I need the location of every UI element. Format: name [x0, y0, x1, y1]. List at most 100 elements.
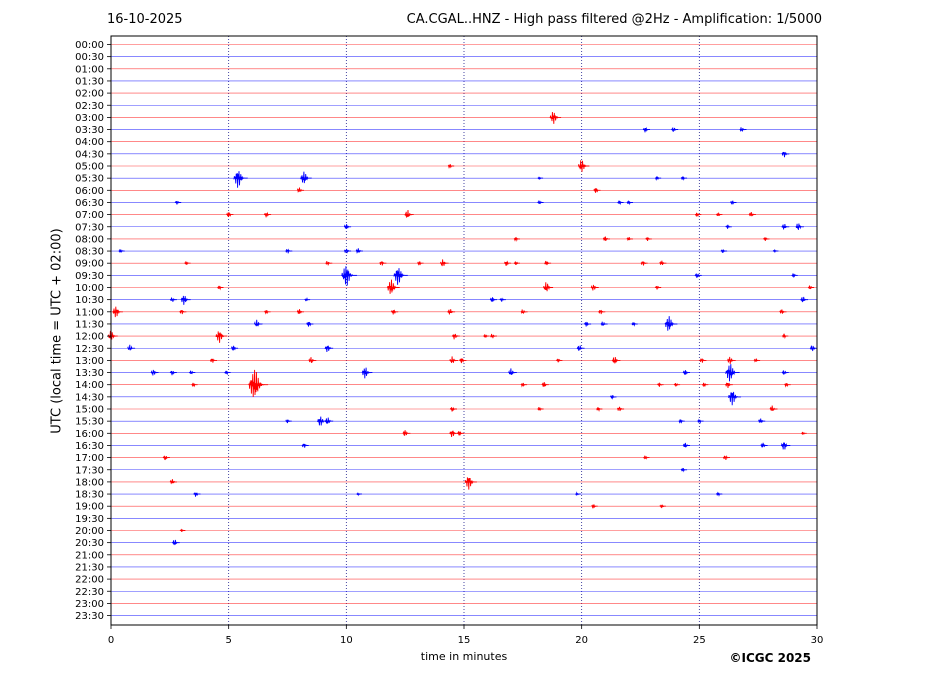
y-tick-label-0230: 02:30 — [75, 101, 104, 112]
seismic-event-0500-5 — [447, 164, 455, 169]
date-label: 16-10-2025 — [107, 12, 183, 27]
seismic-event-1200-83 — [451, 333, 460, 340]
x-tick-label-20: 20 — [575, 635, 588, 646]
y-tick-label-0730: 07:30 — [75, 222, 104, 233]
x-tick-label-30: 30 — [811, 635, 824, 646]
seismic-event-1400-111 — [248, 369, 269, 398]
seismic-event-1300-99 — [727, 356, 736, 364]
y-tick-label-2300: 23:00 — [75, 599, 104, 610]
seismic-event-1500-122 — [537, 407, 544, 411]
seismic-event-1200-81 — [107, 330, 118, 340]
y-tick-label-0700: 07:00 — [75, 210, 104, 221]
seismic-event-0900-42 — [379, 261, 387, 266]
seismic-event-1030-63 — [489, 297, 498, 302]
chart-title: CA.CGAL..HNZ - High pass filtered @2Hz -… — [406, 12, 822, 27]
seismic-event-1130-79 — [631, 321, 638, 327]
seismic-event-1700-140 — [162, 455, 170, 461]
seismic-event-1000-59 — [807, 285, 815, 290]
seismic-event-0300-0 — [549, 111, 562, 124]
seismic-event-0500-6 — [577, 160, 590, 172]
y-tick-label-1700: 17:00 — [75, 453, 104, 464]
seismic-event-1230-87 — [127, 344, 136, 351]
seismic-event-0600-12 — [296, 187, 304, 194]
seismic-event-1030-64 — [499, 297, 507, 302]
seismic-event-0930-50 — [341, 266, 358, 286]
seismic-event-1300-92 — [209, 358, 217, 363]
seismic-event-0930-53 — [791, 273, 798, 279]
seismic-event-1130-80 — [664, 316, 678, 331]
y-tick-label-1600: 16:00 — [75, 429, 104, 440]
seismic-event-1130-77 — [583, 321, 592, 327]
seismic-event-0530-10 — [654, 176, 662, 181]
seismic-event-1500-125 — [769, 405, 778, 411]
y-tick-label-0430: 04:30 — [75, 149, 104, 160]
y-tick-label-0830: 08:30 — [75, 247, 104, 258]
seismic-event-0900-49 — [659, 260, 667, 265]
x-tick-label-5: 5 — [225, 635, 231, 646]
seismic-event-1100-74 — [779, 309, 787, 314]
seismic-event-0900-41 — [325, 261, 333, 266]
seismic-event-1000-55 — [386, 279, 400, 294]
seismic-event-0830-39 — [772, 248, 779, 253]
y-tick-label-2000: 20:00 — [75, 526, 104, 537]
seismic-event-1130-75 — [253, 319, 263, 327]
seismic-event-0900-45 — [503, 260, 512, 266]
seismic-event-0530-7 — [233, 171, 248, 188]
y-tick-label-0600: 06:00 — [75, 186, 104, 197]
y-tick-label-1630: 16:30 — [75, 441, 104, 452]
y-tick-label-1400: 14:00 — [75, 380, 104, 391]
y-tick-label-2330: 23:30 — [75, 611, 104, 622]
seismic-event-1200-86 — [781, 333, 789, 340]
seismic-event-1100-68 — [264, 310, 271, 315]
seismic-event-0800-31 — [626, 237, 633, 241]
seismic-event-0630-17 — [626, 200, 634, 206]
seismic-event-1530-128 — [324, 417, 334, 424]
copyright-label: ©ICGC 2025 — [729, 651, 811, 665]
y-tick-label-1830: 18:30 — [75, 490, 104, 501]
seismic-event-1530-126 — [285, 419, 292, 424]
plot-frame — [110, 35, 818, 626]
seismic-event-1330-104 — [224, 370, 231, 376]
seismic-event-1400-114 — [657, 382, 664, 387]
seismic-event-1000-56 — [543, 282, 554, 292]
y-tick-label-0130: 01:30 — [75, 76, 104, 87]
y-tick-label-1230: 12:30 — [75, 344, 104, 355]
seismic-event-1200-82 — [215, 331, 227, 343]
seismic-event-0700-21 — [404, 209, 414, 218]
seismic-event-0530-8 — [300, 171, 312, 184]
y-tick-label-1200: 12:00 — [75, 332, 104, 343]
seismic-event-0900-40 — [184, 261, 191, 265]
seismic-event-1330-101 — [150, 369, 159, 376]
y-tick-label-1330: 13:30 — [75, 368, 104, 379]
seismic-event-0730-26 — [725, 224, 732, 229]
seismic-event-0800-29 — [513, 236, 520, 242]
seismic-event-0930-51 — [393, 268, 408, 285]
y-tick-label-0800: 08:00 — [75, 234, 104, 245]
seismic-event-1100-70 — [390, 309, 399, 315]
seismic-event-1330-107 — [682, 370, 691, 375]
seismic-event-1300-98 — [699, 357, 707, 363]
seismic-event-1230-88 — [230, 345, 239, 351]
grid-layer — [228, 36, 700, 625]
seismic-event-0330-2 — [671, 127, 679, 132]
seismic-event-1200-85 — [489, 333, 497, 339]
seismic-event-0930-52 — [694, 273, 702, 278]
y-tick-label-1430: 14:30 — [75, 392, 104, 403]
seismic-event-1330-106 — [508, 368, 517, 375]
y-tick-label-2200: 22:00 — [75, 575, 104, 586]
seismic-event-1400-112 — [520, 382, 528, 388]
seismic-event-0700-19 — [226, 212, 234, 217]
seismic-event-0730-28 — [795, 223, 805, 230]
seismic-event-0530-9 — [537, 176, 544, 181]
seismic-event-1300-100 — [753, 358, 761, 363]
seismic-event-1700-141 — [643, 455, 650, 460]
seismic-event-1000-58 — [654, 285, 662, 290]
seismic-event-0630-16 — [617, 200, 624, 206]
y-tick-label-0500: 05:00 — [75, 162, 104, 173]
seismic-event-0330-3 — [739, 127, 747, 133]
seismic-event-1030-60 — [169, 297, 178, 302]
seismic-event-0700-24 — [748, 211, 756, 217]
seismic-event-1100-67 — [179, 310, 187, 315]
seismic-event-1400-115 — [673, 382, 681, 387]
